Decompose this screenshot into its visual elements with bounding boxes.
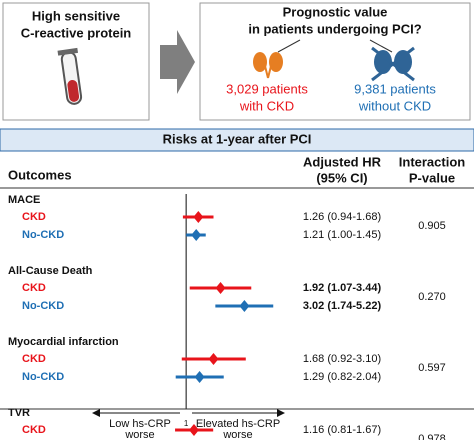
row-label: CKD — [22, 211, 46, 223]
group-label: Myocardial infarction — [8, 336, 119, 348]
right-box — [199, 2, 471, 121]
test-tube — [57, 47, 83, 105]
kidney-icon — [253, 52, 283, 79]
split-arrow — [277, 39, 301, 53]
point-estimate — [194, 371, 205, 383]
p-value: 0.597 — [418, 362, 446, 374]
nockd-group: without CKD — [358, 98, 431, 113]
point-estimate — [208, 353, 219, 365]
nockd-group: 9,381 patients — [354, 81, 436, 96]
direction-arrow — [277, 409, 285, 417]
left-box-text: C-reactive protein — [21, 25, 132, 40]
row-label: CKD — [22, 282, 46, 294]
ckd-group: with CKD — [239, 98, 294, 113]
point-estimate — [188, 424, 199, 436]
group-label: MACE — [8, 194, 40, 206]
hr-label: 1.68 (0.92-3.10) — [303, 353, 381, 365]
column-header: Outcomes — [8, 167, 72, 182]
hr-label: 1.26 (0.94-1.68) — [303, 211, 381, 223]
direction-arrow — [92, 409, 100, 417]
direction-label: Low hs-CRP — [109, 418, 171, 430]
column-header: Interaction — [399, 154, 466, 169]
hr-label: 1.16 (0.81-1.67) — [303, 424, 381, 436]
direction-label: worse — [124, 429, 154, 440]
column-header: (95% CI) — [316, 170, 367, 185]
row-label: CKD — [22, 424, 46, 436]
p-value: 0.978 — [418, 433, 446, 440]
column-header: Adjusted HR — [303, 154, 382, 169]
x-tick-label: 1 — [184, 419, 189, 428]
chart-title: Risks at 1-year after PCI — [163, 131, 312, 146]
question-text: Prognostic value — [283, 4, 388, 19]
group-label: All-Cause Death — [8, 265, 93, 277]
p-value: 0.270 — [418, 291, 446, 303]
hr-label: 1.92 (1.07-3.44) — [303, 282, 382, 294]
hr-label: 1.21 (1.00-1.45) — [303, 229, 381, 241]
split-arrow — [369, 39, 393, 53]
point-estimate — [193, 211, 204, 223]
title-band — [0, 128, 474, 152]
point-estimate — [239, 300, 250, 312]
point-estimate — [215, 282, 226, 294]
p-value: 0.905 — [418, 220, 446, 232]
flow-arrow — [160, 30, 195, 94]
question-text: in patients undergoing PCI? — [248, 21, 421, 36]
row-label: CKD — [22, 353, 46, 365]
group-label: TVR — [8, 407, 30, 419]
row-label: No-CKD — [22, 371, 64, 383]
row-label: No-CKD — [22, 229, 64, 241]
direction-label: Elevated hs-CRP — [196, 418, 280, 430]
row-label: No-CKD — [22, 300, 64, 312]
kidney-icon-crossed — [371, 46, 415, 82]
hr-label: 1.29 (0.82-2.04) — [303, 371, 381, 383]
direction-label: worse — [222, 429, 252, 440]
ckd-group: 3,029 patients — [226, 81, 308, 96]
column-header: P-value — [409, 170, 455, 185]
left-box-text: High sensitive — [32, 8, 120, 23]
point-estimate — [191, 229, 202, 241]
hr-label: 3.02 (1.74-5.22) — [303, 300, 382, 312]
